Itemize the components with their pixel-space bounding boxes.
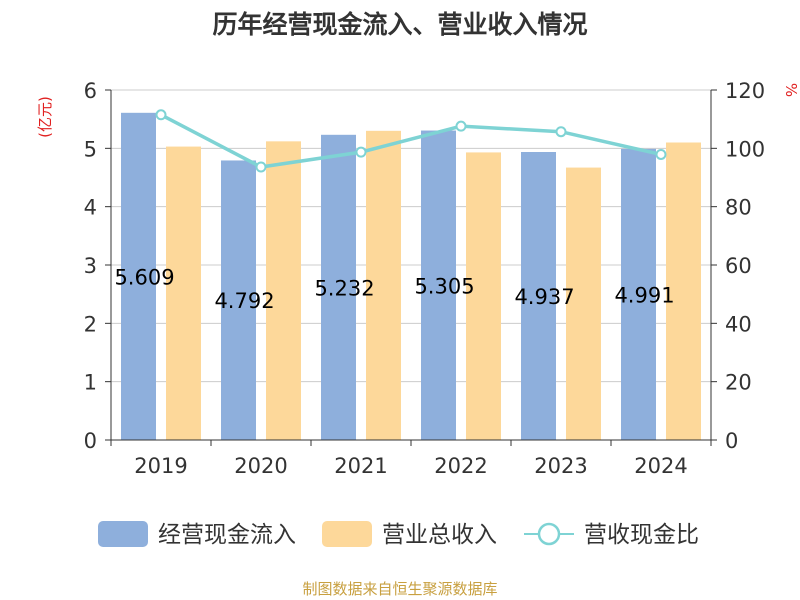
legend-label-cash-inflow: 经营现金流入 bbox=[158, 522, 296, 548]
legend-label-total-revenue: 营业总收入 bbox=[382, 522, 497, 548]
left-axis-tick-label: 5 bbox=[84, 137, 97, 161]
ratio-point bbox=[255, 161, 267, 173]
ratio-line-group bbox=[155, 109, 667, 173]
bar-total-revenue bbox=[466, 152, 501, 440]
right-axis-tick-label: 80 bbox=[725, 196, 752, 220]
legend: 经营现金流入 营业总收入 营收现金比 bbox=[98, 521, 699, 548]
right-axis-tick-label: 0 bbox=[725, 429, 738, 453]
bar-total-revenue bbox=[166, 146, 201, 441]
x-axis-tick-label: 2024 bbox=[634, 454, 687, 478]
ratio-line bbox=[160, 113, 662, 169]
data-label: 4.991 bbox=[614, 283, 674, 307]
bar-cash-inflow bbox=[421, 130, 456, 440]
source-note: 制图数据来自恒生聚源数据库 bbox=[302, 580, 497, 598]
x-axis-tick-label: 2021 bbox=[334, 454, 387, 478]
left-axis-unit: (亿元) bbox=[36, 96, 54, 138]
legend-swatch-ratio-marker bbox=[537, 522, 561, 546]
chart-title: 历年经营现金流入、营业收入情况 bbox=[212, 10, 587, 39]
right-axis-tick-label: 100 bbox=[725, 137, 765, 161]
bars-group bbox=[121, 112, 701, 441]
data-label: 4.792 bbox=[214, 289, 274, 313]
right-axis-tick-label: 40 bbox=[725, 312, 752, 336]
left-axis-tick-label: 3 bbox=[84, 254, 97, 278]
ratio-point bbox=[455, 120, 467, 132]
data-label: 4.937 bbox=[514, 285, 574, 309]
legend-swatch-total-revenue bbox=[322, 521, 372, 547]
bar-total-revenue bbox=[566, 167, 601, 441]
ratio-point bbox=[355, 146, 367, 158]
left-axis-tick-label: 0 bbox=[84, 429, 97, 453]
left-axis-tick-label: 1 bbox=[84, 371, 97, 395]
bar-total-revenue bbox=[366, 130, 401, 441]
data-labels-group: 5.609 4.792 5.232 5.305 4.937 4.991 bbox=[114, 265, 674, 313]
x-axis-tick-label: 2020 bbox=[234, 454, 287, 478]
legend-label-ratio: 营收现金比 bbox=[584, 522, 699, 548]
right-axis-unit: % bbox=[782, 83, 800, 97]
bar-cash-inflow bbox=[621, 148, 656, 440]
bar-cash-inflow bbox=[321, 134, 356, 441]
left-axis-tick-label: 4 bbox=[84, 196, 97, 220]
data-label: 5.232 bbox=[314, 276, 374, 300]
bar-cash-inflow bbox=[221, 160, 256, 440]
right-axis-tick-label: 120 bbox=[725, 79, 765, 103]
left-axis-tick-label: 2 bbox=[84, 312, 97, 336]
bar-cash-inflow bbox=[121, 112, 156, 440]
data-label: 5.305 bbox=[414, 274, 474, 298]
grid-lines bbox=[111, 89, 711, 383]
bar-cash-inflow bbox=[521, 152, 556, 440]
bar-total-revenue bbox=[266, 141, 301, 441]
ratio-point bbox=[655, 148, 667, 160]
x-axis-tick-label: 2023 bbox=[534, 454, 587, 478]
legend-swatch-cash-inflow bbox=[98, 521, 148, 547]
right-axis-tick-label: 20 bbox=[725, 371, 752, 395]
ratio-point bbox=[555, 126, 567, 138]
data-label: 5.609 bbox=[114, 265, 174, 289]
x-axis-tick-label: 2019 bbox=[134, 454, 187, 478]
ratio-point bbox=[155, 109, 167, 121]
bar-total-revenue bbox=[666, 142, 701, 440]
right-axis-tick-label: 60 bbox=[725, 254, 752, 278]
x-axis-tick-label: 2022 bbox=[434, 454, 487, 478]
left-axis-tick-label: 6 bbox=[84, 79, 97, 103]
